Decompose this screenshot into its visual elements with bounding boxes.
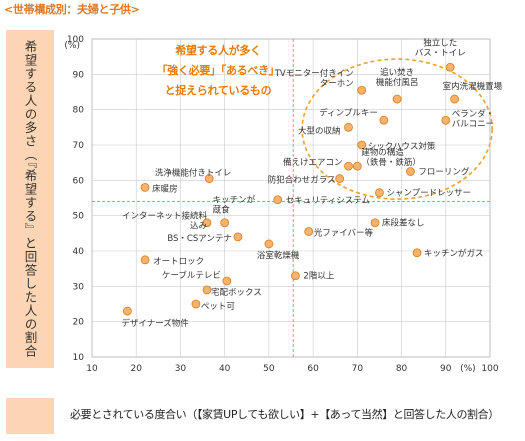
y-tick-label: 20 bbox=[73, 318, 85, 328]
data-point bbox=[405, 167, 415, 176]
y-tick-label: 40 bbox=[73, 247, 85, 257]
data-point bbox=[202, 218, 212, 228]
data-point bbox=[191, 299, 201, 309]
data-point-label: ケーブルテレビ bbox=[162, 270, 221, 281]
data-point bbox=[445, 62, 455, 72]
data-point-label: 室内洗濯機置場 bbox=[443, 81, 503, 92]
data-point-label: （鉄骨・鉄筋） bbox=[361, 157, 421, 168]
data-point bbox=[344, 161, 353, 171]
data-point bbox=[441, 115, 451, 125]
data-point-label: 床段差なし bbox=[382, 218, 425, 229]
data-point-label: シックハウス対策 bbox=[368, 141, 436, 152]
data-point bbox=[122, 306, 132, 316]
data-point-label: ベランダ・ bbox=[452, 108, 495, 119]
data-point-label: 建物の構造 bbox=[361, 147, 404, 158]
y-tick-label: 100 bbox=[67, 35, 84, 45]
y-unit-label: (%) bbox=[64, 41, 80, 51]
x-axis-label-box bbox=[6, 398, 54, 434]
data-point-label: TVモニター付きイン bbox=[274, 68, 354, 79]
data-point bbox=[202, 285, 212, 295]
y-axis-label-box: 希望する人の多さ（『希望する』と回答した人の割合 bbox=[6, 30, 54, 368]
data-point bbox=[370, 218, 380, 228]
data-point bbox=[379, 115, 389, 125]
annotation-line-2: 「強く必要」「あるべき」 bbox=[156, 64, 280, 77]
data-point-label: フローリング bbox=[418, 167, 470, 178]
data-point-label: 込み bbox=[190, 221, 208, 232]
y-tick-label: 10 bbox=[73, 353, 85, 363]
data-point-label: 宅配ボックス bbox=[211, 287, 262, 298]
y-tick-label: 60 bbox=[73, 176, 85, 186]
data-point-label: バス・トイレ bbox=[415, 48, 466, 58]
data-point-label: 追い焚き bbox=[380, 67, 414, 78]
data-point bbox=[357, 140, 367, 150]
data-point-label: オートロック bbox=[153, 257, 204, 267]
highlight-ellipse bbox=[301, 58, 493, 200]
x-tick-label: 20 bbox=[130, 364, 142, 374]
data-point bbox=[264, 239, 274, 249]
data-point-label: 床暖房 bbox=[152, 183, 178, 194]
data-point-label: 備えけエアコン bbox=[283, 157, 343, 168]
data-point-label: 独立した bbox=[423, 37, 457, 48]
data-point-label: インターネット接続料 bbox=[122, 211, 208, 222]
data-point-label: ディンプルキー bbox=[319, 107, 378, 118]
data-point bbox=[375, 188, 384, 198]
plot-area bbox=[91, 38, 491, 358]
data-point bbox=[335, 174, 345, 183]
data-point-label: 光ファイバー等 bbox=[314, 228, 374, 239]
y-tick-label: 70 bbox=[73, 141, 85, 151]
y-tick-label: 50 bbox=[73, 212, 85, 222]
data-point bbox=[357, 85, 367, 95]
data-point-label: キッチンが bbox=[213, 195, 256, 206]
data-point bbox=[344, 122, 353, 132]
data-point bbox=[412, 248, 422, 258]
data-point-label: セキュリティシステム bbox=[286, 196, 370, 206]
chart-header: <世帯構成別：夫婦と子供> bbox=[4, 3, 140, 16]
annotation-line-1: 希望する人が多く bbox=[175, 44, 261, 57]
data-point-label: 2階以上 bbox=[303, 271, 334, 282]
x-unit-label: (%) bbox=[460, 364, 476, 374]
annotation-text: 希望する人が多く 「強く必要」「あるべき」 と捉えられているもの bbox=[138, 41, 298, 101]
data-point bbox=[140, 255, 150, 265]
data-point-label: 機能付風呂 bbox=[376, 77, 419, 88]
x-tick-label: 70 bbox=[352, 364, 364, 374]
data-point bbox=[392, 94, 402, 104]
data-point-label: 大型の収納 bbox=[298, 125, 341, 136]
x-axis-label: 必要とされている度合い（【家賃UPしても欲しい】+【あって当然】と回答した人の割… bbox=[70, 408, 499, 421]
data-point-label: バルコニー bbox=[452, 119, 494, 129]
x-tick-label: 90 bbox=[440, 364, 452, 374]
data-point-label: デザイナーズ物件 bbox=[121, 318, 189, 329]
x-tick-label: 30 bbox=[175, 364, 187, 374]
data-point-label: ペット可 bbox=[201, 302, 236, 312]
data-point bbox=[222, 276, 232, 286]
y-axis-label: 希望する人の多さ（『希望する』と回答した人の割合 bbox=[22, 40, 38, 358]
y-tick-label: 90 bbox=[73, 70, 85, 80]
data-point bbox=[233, 232, 243, 242]
data-point-label: BS・CSアンテナ bbox=[167, 234, 232, 244]
x-tick-label: 100 bbox=[481, 364, 498, 374]
y-tick-label: 80 bbox=[73, 106, 85, 116]
data-point bbox=[352, 161, 362, 171]
data-point-label: シャンプードレッサー bbox=[386, 189, 471, 199]
data-point bbox=[220, 218, 230, 228]
data-point-label: 蔵食 bbox=[213, 205, 231, 216]
x-tick-label: 40 bbox=[219, 364, 231, 374]
data-point-label: 洗浄機能付きトイレ bbox=[155, 168, 232, 179]
data-point-label: 防犯合わせガラス bbox=[268, 175, 336, 186]
data-point-label: ターホン bbox=[320, 79, 354, 89]
x-tick-label: 50 bbox=[263, 364, 275, 374]
data-point-label: キッチンがガス bbox=[424, 248, 484, 259]
x-tick-label: 80 bbox=[396, 364, 408, 374]
y-tick-label: 30 bbox=[73, 282, 85, 292]
x-tick-label: 10 bbox=[86, 364, 98, 374]
data-point bbox=[450, 94, 460, 104]
x-tick-label: 60 bbox=[307, 364, 319, 374]
data-point bbox=[204, 174, 214, 183]
data-point bbox=[140, 182, 150, 192]
data-point bbox=[304, 227, 314, 236]
data-point bbox=[291, 271, 300, 281]
data-point bbox=[273, 195, 283, 205]
data-point-label: 浴室乾燥機 bbox=[257, 250, 300, 261]
annotation-line-3: と捉えられているもの bbox=[164, 84, 272, 97]
